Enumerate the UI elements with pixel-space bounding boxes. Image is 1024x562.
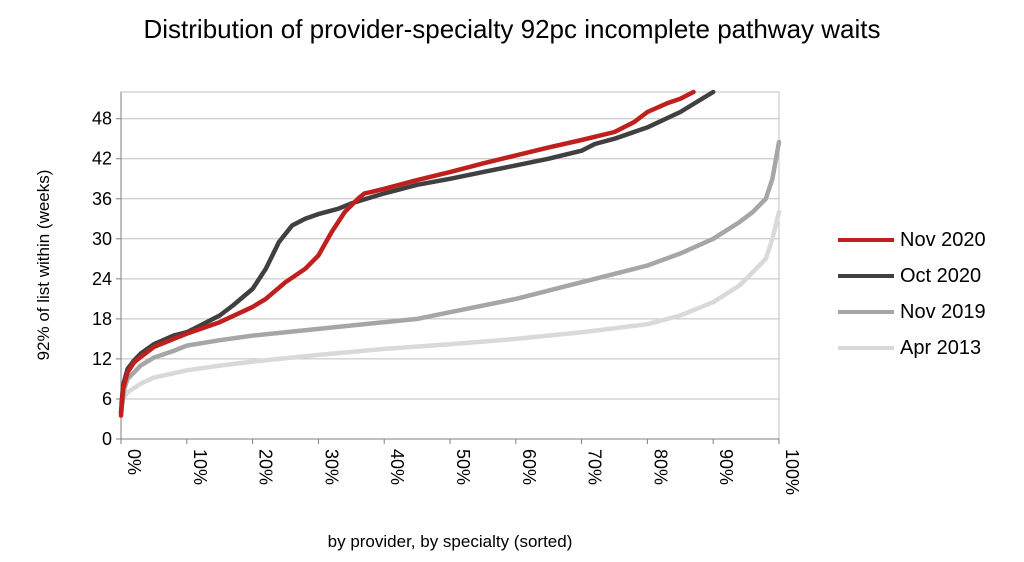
- legend-swatch-nov-2020: [838, 238, 894, 242]
- legend-label: Nov 2019: [900, 300, 986, 323]
- x-tick-label: 40%: [387, 449, 407, 485]
- y-axis-label: 92% of list within (weeks): [34, 169, 53, 361]
- y-tick-label: 18: [92, 309, 112, 329]
- y-tick-label: 36: [92, 189, 112, 209]
- x-tick-label: 0%: [124, 449, 144, 475]
- series-line-oct-2020: [118, 89, 716, 415]
- x-axis-label: by provider, by specialty (sorted): [327, 532, 573, 551]
- legend-swatch-oct-2020: [838, 274, 894, 278]
- y-tick-label: 24: [92, 269, 112, 289]
- x-tick-label: 90%: [716, 449, 736, 485]
- y-tick-label: 48: [92, 109, 112, 129]
- x-tick-label: 70%: [585, 449, 605, 485]
- x-tick-label: 20%: [256, 449, 276, 485]
- y-tick-label: 0: [102, 429, 112, 449]
- x-tick-label: 10%: [190, 449, 210, 485]
- x-tick-label: 100%: [782, 449, 802, 495]
- series-line-apr-2013: [118, 209, 782, 405]
- legend-item-apr-2013: Apr 2013: [838, 330, 986, 366]
- series-line-nov-2020: [118, 89, 696, 418]
- legend: Nov 2020 Oct 2020 Nov 2019 Apr 2013: [838, 222, 986, 366]
- plot-area: [120, 91, 780, 440]
- y-tick-label: 30: [92, 229, 112, 249]
- y-tick-label: 12: [92, 349, 112, 369]
- legend-label: Apr 2013: [900, 336, 982, 359]
- x-tick-label: 60%: [519, 449, 539, 485]
- legend-item-oct-2020: Oct 2020: [838, 258, 986, 294]
- y-tick-label: 6: [102, 389, 112, 409]
- legend-label: Oct 2020: [900, 264, 982, 287]
- legend-swatch-apr-2013: [838, 346, 894, 350]
- legend-label: Nov 2020: [900, 228, 986, 251]
- legend-item-nov-2020: Nov 2020: [838, 222, 986, 258]
- legend-item-nov-2019: Nov 2019: [838, 294, 986, 330]
- series-line-nov-2019: [118, 139, 782, 415]
- chart-title: Distribution of provider-specialty 92pc …: [143, 14, 881, 44]
- x-tick-label: 80%: [650, 449, 670, 485]
- y-tick-label: 42: [92, 149, 112, 169]
- x-tick-label: 30%: [321, 449, 341, 485]
- x-tick-label: 50%: [453, 449, 473, 485]
- legend-swatch-nov-2019: [838, 310, 894, 314]
